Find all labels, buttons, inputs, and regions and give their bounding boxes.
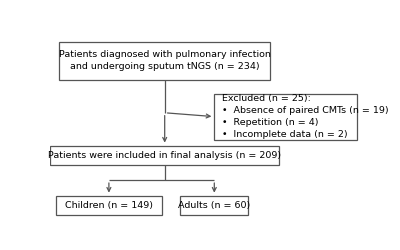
Bar xyxy=(214,94,357,140)
Bar xyxy=(59,42,270,80)
Bar xyxy=(180,196,248,215)
Bar xyxy=(56,196,162,215)
Text: Children (n = 149): Children (n = 149) xyxy=(65,201,153,210)
Text: Excluded (n = 25):
•  Absence of paired CMTs (n = 19)
•  Repetition (n = 4)
•  I: Excluded (n = 25): • Absence of paired C… xyxy=(222,94,389,139)
Text: Patients diagnosed with pulmonary infection
and undergoing sputum tNGS (n = 234): Patients diagnosed with pulmonary infect… xyxy=(59,50,271,71)
Text: Patients were included in final analysis (n = 209): Patients were included in final analysis… xyxy=(48,150,281,160)
Text: Adults (n = 60): Adults (n = 60) xyxy=(178,201,250,210)
Bar xyxy=(50,146,279,165)
